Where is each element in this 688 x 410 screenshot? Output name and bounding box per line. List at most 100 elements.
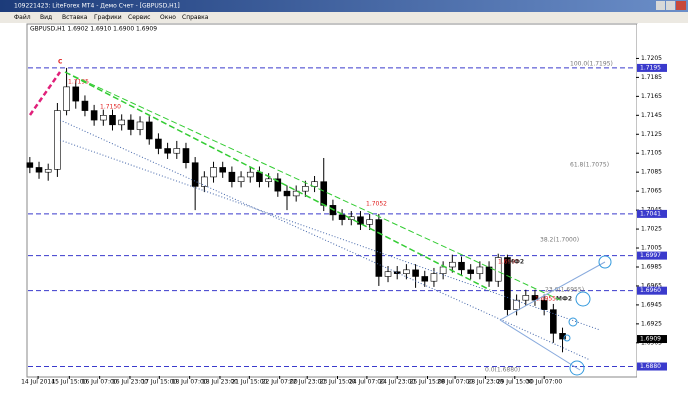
y-tick-label: 1.7105 (641, 150, 662, 157)
candle-body (458, 261, 465, 271)
candle-body (540, 299, 548, 310)
y-tick-label: 1.7165 (641, 93, 662, 100)
fib-label: 23.6(1.6955) (545, 287, 584, 294)
circle-marker (569, 360, 585, 376)
candle-body (136, 121, 144, 130)
x-tick-label: 16 Jul 23:00 (112, 379, 148, 386)
minimize[interactable] (656, 1, 665, 10)
x-tick-label: 30 Jul 07:00 (526, 379, 562, 386)
menu-item[interactable]: Сервис (128, 14, 150, 21)
window-title: 109221423: LiteForex MT4 - Демо Счет - [… (14, 3, 180, 10)
circle-marker (598, 255, 612, 269)
y-tick-label: 1.6965 (641, 282, 662, 289)
candle-body (72, 86, 80, 102)
x-tick-label: 24 Jul 07:00 (349, 379, 385, 386)
candle-body (90, 110, 98, 121)
candle-body (173, 148, 181, 154)
level-box (637, 63, 667, 72)
candle-body (44, 169, 52, 173)
circle-marker (568, 317, 578, 327)
candle-body (191, 162, 199, 187)
channel-line (59, 119, 591, 361)
candle-body (246, 171, 254, 178)
candle-body (81, 100, 89, 111)
candle-body (274, 178, 282, 192)
candle-body (145, 121, 153, 140)
candle-body (439, 266, 447, 274)
candle-body (109, 115, 116, 126)
chart-frame (26, 23, 638, 378)
annotation: 1.7150 (100, 104, 121, 111)
menu-item[interactable]: Окно (160, 14, 176, 21)
trend-line (64, 71, 561, 301)
fib-label: 100.0(1.7195) (570, 61, 613, 68)
candle-body (210, 167, 217, 178)
candle-body (320, 181, 328, 206)
level-label: 1.7041 (640, 210, 661, 217)
level-label: 1.7195 (640, 64, 661, 71)
candle-body (366, 219, 373, 225)
menu-bar (0, 12, 688, 23)
candle-body (522, 295, 530, 301)
y-tick-label: 1.7205 (641, 55, 662, 62)
title-bar (0, 0, 688, 12)
candle-body (118, 119, 125, 126)
fib-label: 61.8(1.7075) (570, 162, 609, 169)
candle-body (485, 266, 493, 282)
candle-body (265, 178, 272, 182)
candle-body (237, 176, 245, 182)
candle-body (54, 110, 61, 170)
candle-body (449, 261, 456, 268)
arrow (28, 71, 62, 116)
x-tick-label: 22 Jul 23:00 (289, 379, 325, 386)
level-label: 1.6880 (640, 363, 661, 370)
circle-marker (563, 334, 571, 342)
annotation: 1.6955 (535, 296, 556, 303)
x-tick-label: 18 Jul 23:00 (202, 379, 238, 386)
y-tick-label: 1.7185 (641, 74, 662, 81)
candle-body (476, 266, 484, 274)
candle-body (467, 269, 474, 274)
chart-header: GBPUSD,H1 1.6902 1.6910 1.6900 1.6909 (30, 26, 157, 33)
candle-body (504, 257, 511, 310)
menu-item[interactable]: Вставка (62, 14, 88, 21)
candle-body (375, 219, 383, 277)
level-box (637, 362, 667, 371)
x-tick-label: 23 Jul 15:00 (320, 379, 356, 386)
candle-body (430, 273, 438, 282)
menu-item[interactable]: Вид (40, 14, 52, 21)
x-tick-label: 16 Jul 07:00 (82, 379, 118, 386)
annotation: 1.7052 (366, 201, 387, 208)
price-box (637, 335, 667, 344)
y-tick-label: 1.7005 (641, 245, 662, 252)
candle-body (283, 190, 291, 197)
candle-body (35, 167, 43, 173)
candle-body (219, 167, 227, 173)
level-box (637, 286, 667, 295)
circle-marker (575, 291, 591, 307)
candle-body (403, 269, 410, 274)
y-tick-label: 1.7145 (641, 112, 662, 119)
x-tick-label: 17 Jul 15:00 (141, 379, 177, 386)
candle-body (550, 309, 557, 334)
close[interactable] (676, 1, 686, 10)
x-tick-label: 14 Jul 2014 (21, 379, 55, 386)
y-tick-label: 1.7065 (641, 188, 662, 195)
x-tick-label: 18 Jul 07:00 (172, 379, 208, 386)
x-tick-label: 25 Jul 15:00 (410, 379, 446, 386)
y-tick-label: 1.6925 (641, 320, 662, 327)
current-price: 1.6909 (640, 336, 661, 343)
menu-item[interactable]: Графики (94, 14, 122, 21)
candle-body (347, 216, 355, 220)
y-tick-label: 1.7025 (641, 226, 662, 233)
channel-line (59, 139, 601, 331)
pitchfork (499, 319, 581, 371)
fib-label: 0.0(1.6880) (485, 367, 520, 374)
annotation: 1.7195 (68, 79, 89, 86)
menu-item[interactable]: Файл (14, 14, 31, 21)
maximize[interactable] (666, 1, 675, 10)
candle-body (26, 162, 34, 168)
level-label: 1.6997 (640, 252, 661, 259)
candle-body (421, 276, 429, 282)
menu-item[interactable]: Справка (182, 14, 209, 21)
